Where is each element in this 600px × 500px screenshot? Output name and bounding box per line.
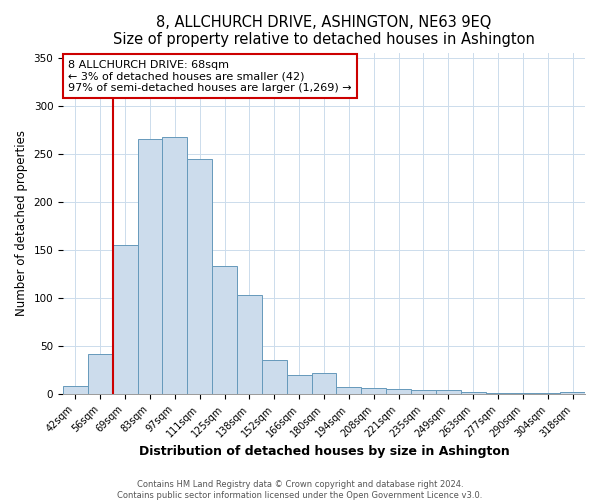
- Bar: [63, 386, 88, 394]
- Bar: [88, 354, 113, 394]
- Bar: [436, 390, 461, 394]
- Bar: [337, 386, 361, 394]
- Bar: [461, 392, 485, 394]
- Text: 8 ALLCHURCH DRIVE: 68sqm
← 3% of detached houses are smaller (42)
97% of semi-de: 8 ALLCHURCH DRIVE: 68sqm ← 3% of detache…: [68, 60, 352, 93]
- Bar: [386, 390, 411, 394]
- Bar: [137, 140, 163, 394]
- Title: 8, ALLCHURCH DRIVE, ASHINGTON, NE63 9EQ
Size of property relative to detached ho: 8, ALLCHURCH DRIVE, ASHINGTON, NE63 9EQ …: [113, 15, 535, 48]
- Bar: [411, 390, 436, 394]
- Y-axis label: Number of detached properties: Number of detached properties: [15, 130, 28, 316]
- Bar: [311, 373, 337, 394]
- Bar: [262, 360, 287, 394]
- Bar: [113, 245, 137, 394]
- X-axis label: Distribution of detached houses by size in Ashington: Distribution of detached houses by size …: [139, 444, 509, 458]
- Bar: [212, 266, 237, 394]
- Bar: [187, 158, 212, 394]
- Text: Contains HM Land Registry data © Crown copyright and database right 2024.
Contai: Contains HM Land Registry data © Crown c…: [118, 480, 482, 500]
- Bar: [361, 388, 386, 394]
- Bar: [287, 375, 311, 394]
- Bar: [237, 295, 262, 394]
- Bar: [163, 138, 187, 394]
- Bar: [560, 392, 585, 394]
